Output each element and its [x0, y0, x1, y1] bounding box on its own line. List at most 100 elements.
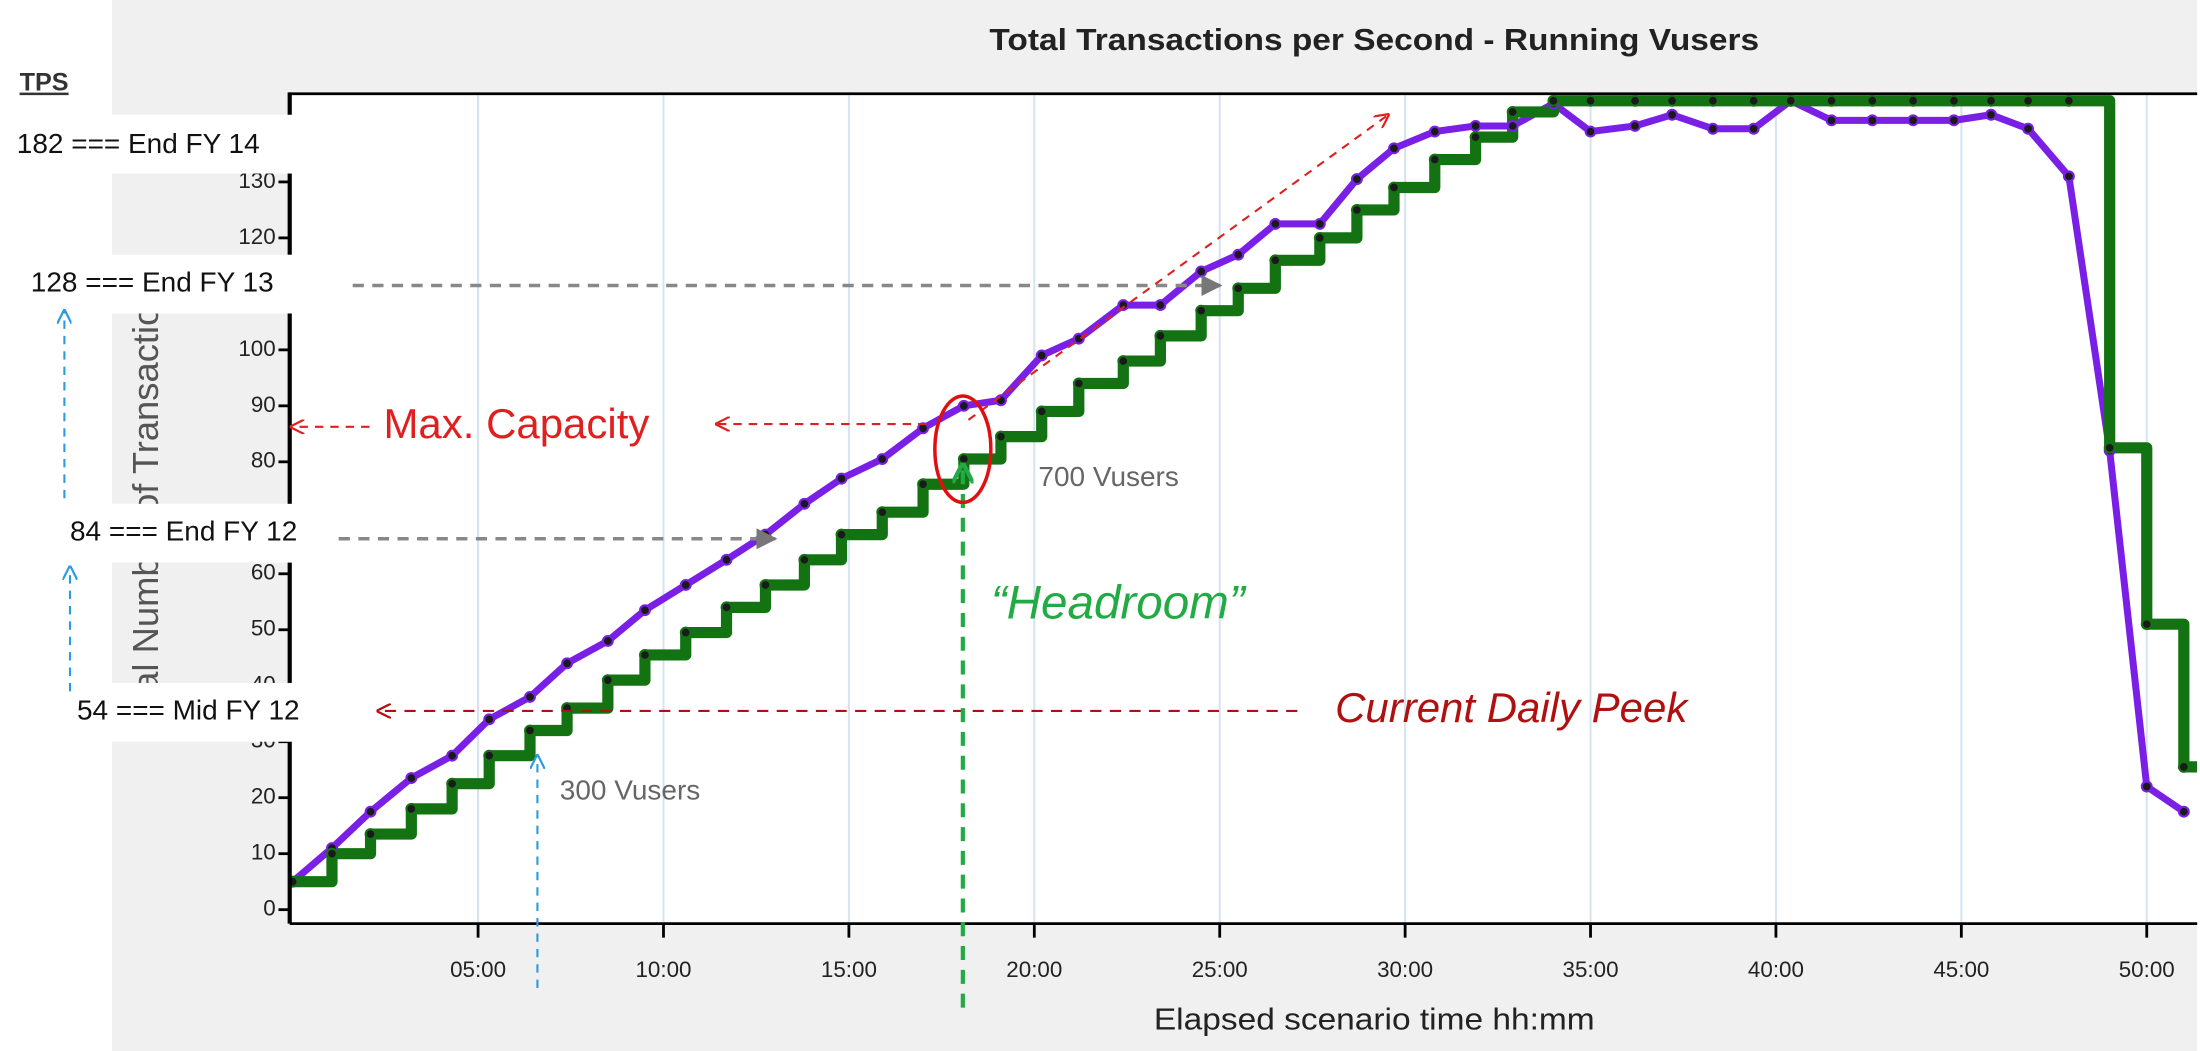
data-point [326, 847, 338, 860]
data-point [876, 453, 889, 465]
data-point [720, 601, 733, 614]
data-point [1947, 95, 1960, 107]
note: 54 === Mid FY 12 [77, 695, 300, 726]
x-tick-label: 10:00 [635, 957, 691, 982]
data-point [759, 528, 772, 541]
data-point [1269, 217, 1282, 230]
data-point [917, 478, 930, 491]
data-point [679, 626, 692, 639]
data-point [1313, 231, 1326, 244]
data-point [1825, 95, 1838, 107]
y-tick-label: 90 [251, 392, 276, 417]
x-tick-label: 15:00 [821, 957, 877, 982]
data-point [1547, 95, 1560, 107]
chart-title: Total Transactions per Second - Running … [989, 22, 1759, 57]
x-tick-label: 40:00 [1748, 957, 1804, 982]
data-point [1313, 217, 1326, 230]
data-point [1232, 248, 1245, 261]
data-point [1666, 108, 1679, 121]
data-point [2140, 780, 2153, 793]
data-point [759, 579, 772, 591]
data-point [1195, 304, 1208, 317]
x-tick-label: 45:00 [1933, 957, 1989, 982]
data-point [1154, 299, 1167, 312]
grid [477, 95, 2148, 924]
highlight-ellipse [933, 394, 993, 505]
x-tick-label: 30:00 [1377, 957, 1433, 982]
x-tick-label: 05:00 [450, 957, 506, 982]
data-point [1825, 114, 1838, 127]
data-point [1388, 142, 1400, 155]
data-point [1584, 125, 1597, 138]
data-point [1035, 349, 1048, 362]
data-point [1232, 282, 1245, 295]
tps-label: TPS [20, 69, 69, 97]
data-point [601, 674, 614, 687]
y-tick-label: 50 [251, 616, 276, 641]
data-point [2022, 95, 2035, 107]
data-point [601, 635, 614, 647]
data-point [561, 657, 574, 670]
data-point [957, 399, 970, 412]
data-point [1747, 95, 1760, 107]
data-point [1907, 95, 1920, 107]
data-point [524, 724, 536, 737]
note-box [65, 682, 339, 742]
plot-area [289, 95, 2198, 924]
data-point [1706, 122, 1719, 135]
data-point [524, 690, 536, 703]
data-point [1350, 173, 1363, 186]
data-point [1947, 114, 1960, 127]
data-point [1195, 265, 1208, 278]
data-point [2177, 760, 2190, 773]
y-tick-label: 20 [251, 784, 276, 809]
data-point [2140, 618, 2153, 631]
data-point [2177, 805, 2190, 818]
data-point [1706, 95, 1719, 107]
x-axis-label: Elapsed scenario time hh:mm [1154, 1002, 1595, 1037]
data-point [2062, 170, 2075, 183]
data-point [994, 394, 1007, 407]
data-point [1985, 108, 1997, 121]
data-point [1269, 254, 1282, 267]
data-point [1506, 120, 1519, 132]
data-point [679, 579, 692, 591]
data-point [1154, 329, 1167, 342]
note-box [16, 254, 339, 314]
data-point [876, 506, 889, 519]
note-vusers: 700 Vusers [1038, 461, 1178, 492]
x-tick-label: 20:00 [1006, 957, 1062, 982]
data-point [364, 828, 377, 841]
x-tick-label: 25:00 [1192, 957, 1248, 982]
data-point [2062, 95, 2075, 107]
data-point [446, 749, 459, 762]
data-point [1072, 332, 1085, 345]
data-point [1035, 405, 1048, 418]
data-point [798, 497, 811, 510]
data-point [483, 713, 496, 726]
data-point [1985, 95, 1997, 107]
note-max-capacity: Max. Capacity [383, 400, 649, 447]
data-point [1866, 114, 1879, 127]
x-tick-label: 35:00 [1563, 957, 1619, 982]
data-point [2103, 441, 2116, 454]
data-point [1584, 95, 1597, 107]
data-point [639, 604, 651, 617]
y-tick-label: 100 [238, 336, 275, 361]
data-point [405, 772, 418, 785]
data-point [1469, 131, 1482, 144]
data-point [835, 528, 848, 541]
data-point [1666, 95, 1679, 107]
data-point [405, 802, 418, 815]
note-vusers: 300 Vusers [560, 774, 700, 805]
note: 182 === End FY 14 [17, 128, 260, 159]
data-point [1117, 355, 1130, 368]
data-point [720, 553, 733, 566]
data-point [1506, 106, 1519, 118]
note: 84 === End FY 12 [70, 516, 297, 547]
x-tick-label: 50:00 [2119, 957, 2175, 982]
data-point [1428, 153, 1441, 166]
note-box [2, 114, 304, 174]
y-tick-label: 0 [263, 896, 275, 921]
note: 128 === End FY 13 [31, 266, 274, 297]
